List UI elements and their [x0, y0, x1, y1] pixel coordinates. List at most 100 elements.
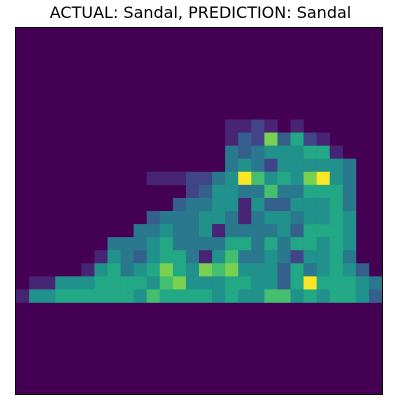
- pixel: [251, 237, 265, 251]
- pixel: [185, 263, 200, 277]
- pixel: [133, 237, 148, 251]
- pixel: [342, 171, 357, 186]
- pixel: [290, 184, 304, 199]
- pixel: [316, 289, 331, 303]
- pixel: [133, 289, 148, 303]
- pixel: [251, 197, 265, 212]
- pixel: [133, 276, 148, 290]
- pixel: [290, 132, 304, 146]
- pixel: [212, 250, 226, 264]
- pixel: [238, 184, 252, 199]
- pixel: [329, 250, 344, 264]
- pixel: [107, 263, 121, 277]
- pixel: [212, 263, 226, 277]
- pixel: [329, 158, 344, 173]
- pixel: [199, 237, 213, 251]
- pixel: [212, 237, 226, 251]
- pixel: [94, 250, 108, 264]
- pixel: [290, 237, 304, 251]
- pixel: [185, 171, 200, 186]
- figure-title: ACTUAL: Sandal, PREDICTION: Sandal: [49, 3, 352, 22]
- pixel: [159, 263, 174, 277]
- pixel: [159, 276, 174, 290]
- pixel: [146, 250, 161, 264]
- pixel: [81, 263, 95, 277]
- pixel: [55, 289, 69, 303]
- pixel: [107, 289, 121, 303]
- pixel: [212, 171, 226, 186]
- pixel: [212, 197, 226, 212]
- pixel: [212, 184, 226, 199]
- pixel: [264, 119, 278, 133]
- pixel: [329, 145, 344, 160]
- pixel: [146, 224, 161, 238]
- pixel: [238, 145, 252, 160]
- pixel: [94, 263, 108, 277]
- pixel: [342, 197, 357, 212]
- pixel: [277, 276, 291, 290]
- pixel: [277, 250, 291, 264]
- pixel: [355, 276, 370, 290]
- pixel: [303, 224, 317, 238]
- pixel: [199, 276, 213, 290]
- pixel: [277, 145, 291, 160]
- pixel: [277, 184, 291, 199]
- pixel: [329, 184, 344, 199]
- pixel: [120, 276, 134, 290]
- pixel: [290, 158, 304, 173]
- pixel: [251, 119, 265, 133]
- pixel: [172, 224, 187, 238]
- pixel: [342, 263, 357, 277]
- pixel: [146, 211, 161, 225]
- pixel: [185, 289, 200, 303]
- pixel: [277, 132, 291, 146]
- pixel: [290, 197, 304, 212]
- pixel: [225, 289, 239, 303]
- pixel: [342, 224, 357, 238]
- pixel: [225, 237, 239, 251]
- pixel: [251, 158, 265, 173]
- pixel: [42, 289, 56, 303]
- pixel: [303, 171, 317, 186]
- pixel: [199, 211, 213, 225]
- pixel: [290, 145, 304, 160]
- pixel: [251, 263, 265, 277]
- pixel: [199, 250, 213, 264]
- pixel: [329, 276, 344, 290]
- pixel: [238, 132, 252, 146]
- pixel: [290, 276, 304, 290]
- pixel: [29, 276, 43, 290]
- pixel: [172, 289, 187, 303]
- pixel: [42, 276, 56, 290]
- pixel: [355, 263, 370, 277]
- pixel: [172, 211, 187, 225]
- pixel: [251, 211, 265, 225]
- pixel: [225, 119, 239, 133]
- pixel: [316, 184, 331, 199]
- pixel: [277, 197, 291, 212]
- pixel: [303, 276, 317, 290]
- pixel: [120, 289, 134, 303]
- pixel: [303, 145, 317, 160]
- pixel: [107, 250, 121, 264]
- pixel: [342, 158, 357, 173]
- pixel: [277, 237, 291, 251]
- pixel: [81, 289, 95, 303]
- pixel: [133, 224, 148, 238]
- pixel: [172, 197, 187, 212]
- pixel: [290, 289, 304, 303]
- pixel: [159, 211, 174, 225]
- pixel: [342, 184, 357, 199]
- pixel: [277, 289, 291, 303]
- pixel: [68, 276, 82, 290]
- pixel: [316, 171, 331, 186]
- pixel: [264, 184, 278, 199]
- pixel: [133, 263, 148, 277]
- pixel: [225, 145, 239, 160]
- pixel: [107, 276, 121, 290]
- pixel: [251, 250, 265, 264]
- pixel: [16, 289, 30, 303]
- pixel: [290, 250, 304, 264]
- pixel: [238, 197, 252, 212]
- pixel: [264, 250, 278, 264]
